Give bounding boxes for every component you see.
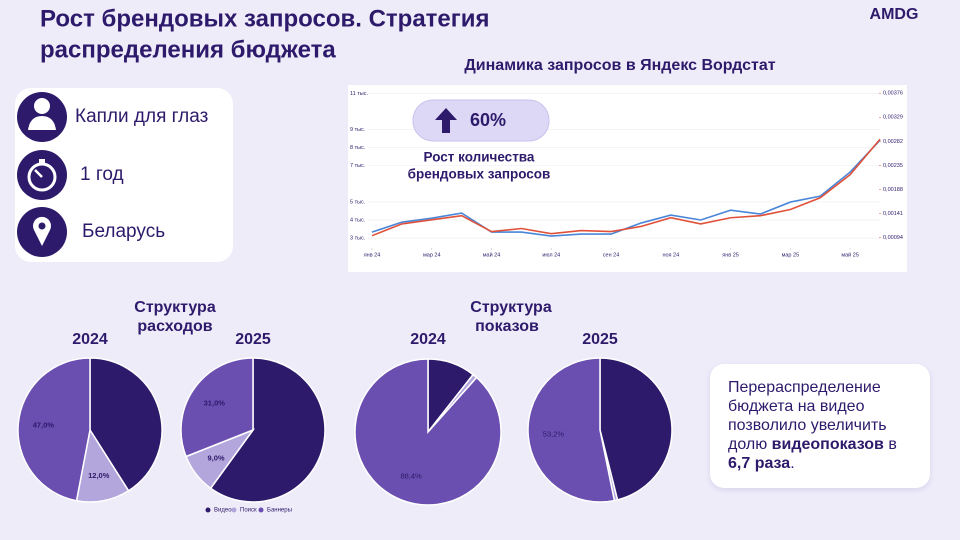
x-tick-label: мар 25 [782,252,800,258]
slide-title: Рост брендовых запросов. Стратегия [40,5,490,32]
note-text: . [790,455,795,472]
note-text: в [883,436,897,453]
icon-person-head [34,98,50,114]
chart-title: Динамика запросов в Яндекс Вордстат [464,57,775,74]
icon-location-pin [33,216,52,246]
y2-tick-label: 0,00141 [883,211,903,217]
legend-label: Баннеры [267,508,292,514]
x-tick-label: янв 24 [364,252,381,258]
icon-timer-hand [34,169,43,178]
logo: AMDG [870,6,919,23]
pie-title: 2024 [410,331,446,348]
pie-label: 10,6% [433,382,455,391]
y-tick-label: 7 тыс. [350,163,366,169]
group-title: Структура [470,299,552,316]
note-bold: 6,7 раза [728,455,791,472]
pie-slice [209,357,326,503]
pie-label: 60,0% [287,439,309,448]
pie-label: 31,0% [204,399,226,408]
legend-label: Поиск [240,508,257,514]
pie-title: 2025 [235,331,271,348]
icon-timer-button [39,159,45,163]
slide-title: распределения бюджета [40,36,336,63]
pie-title: 2024 [72,331,108,348]
info-item: Беларусь [82,221,165,242]
y-tick-label: 3 тыс. [350,236,366,242]
y-tick-label: 8 тыс. [350,145,366,151]
pie-slice [527,357,616,503]
legend-swatch [231,507,237,513]
info-item: 1 год [80,164,124,185]
x-tick-label: сен 24 [603,252,620,258]
pie-slice [354,358,502,506]
pie-slice [599,357,673,501]
group-title: показов [475,318,539,335]
icon-location-dot [38,222,46,230]
pie-label: 46,1% [636,419,658,428]
y2-tick-label: 0,00282 [883,139,903,145]
y2-tick-label: 0,00235 [883,163,903,169]
note-card: Перераспределение бюджета на видео позво… [710,364,930,488]
pie-slice [180,357,254,458]
icon-timer-face [27,162,57,192]
annotation: брендовых запросов [408,167,551,182]
legend-swatch [205,507,211,513]
pie-label: 41,0% [124,412,146,421]
x-tick-label: май 24 [483,251,501,258]
y2-tick-label: 0,00329 [883,115,903,121]
y-tick-label: 5 тыс. [350,199,366,205]
x-tick-label: янв 25 [722,252,739,258]
note-bold: видеопоказов [771,436,884,453]
y2-tick-label: 0,00094 [883,235,903,241]
x-tick-label: ноя 24 [662,252,679,258]
x-tick-label: май 25 [841,251,859,258]
pie-label: 47,0% [33,421,55,430]
y-tick-label: 4 тыс. [350,217,366,223]
pie-label: 53,2% [543,430,565,439]
legend-swatch [258,507,264,513]
icon-person-body [28,116,56,130]
pie-label: 9,0% [207,454,224,463]
pie-label: 88,4% [400,471,422,480]
y-tick-label: 9 тыс. [350,127,366,133]
note-text: Перераспределение бюджета на видео позво… [728,379,887,453]
x-tick-label: мар 24 [423,252,441,258]
y2-tick-label: 0,00376 [883,91,903,97]
pie-title: 2025 [582,331,618,348]
y2-tick-label: 0,00188 [883,187,903,193]
badge-value: 60% [470,110,506,130]
y-tick-label: 11 тыс. [350,91,368,97]
group-title: Структура [134,299,216,316]
annotation: Рост количества [424,150,535,165]
group-title: расходов [137,318,212,335]
icon-timer [17,150,67,200]
badge-arrow [435,108,457,133]
legend-label: Видео [214,508,232,514]
x-tick-label: июл 24 [542,252,560,258]
pie-label: 12,0% [88,471,110,480]
info-item: Капли для глаз [75,106,208,127]
info-card [15,88,233,262]
series-line [371,138,881,237]
pie-slice [17,357,91,502]
